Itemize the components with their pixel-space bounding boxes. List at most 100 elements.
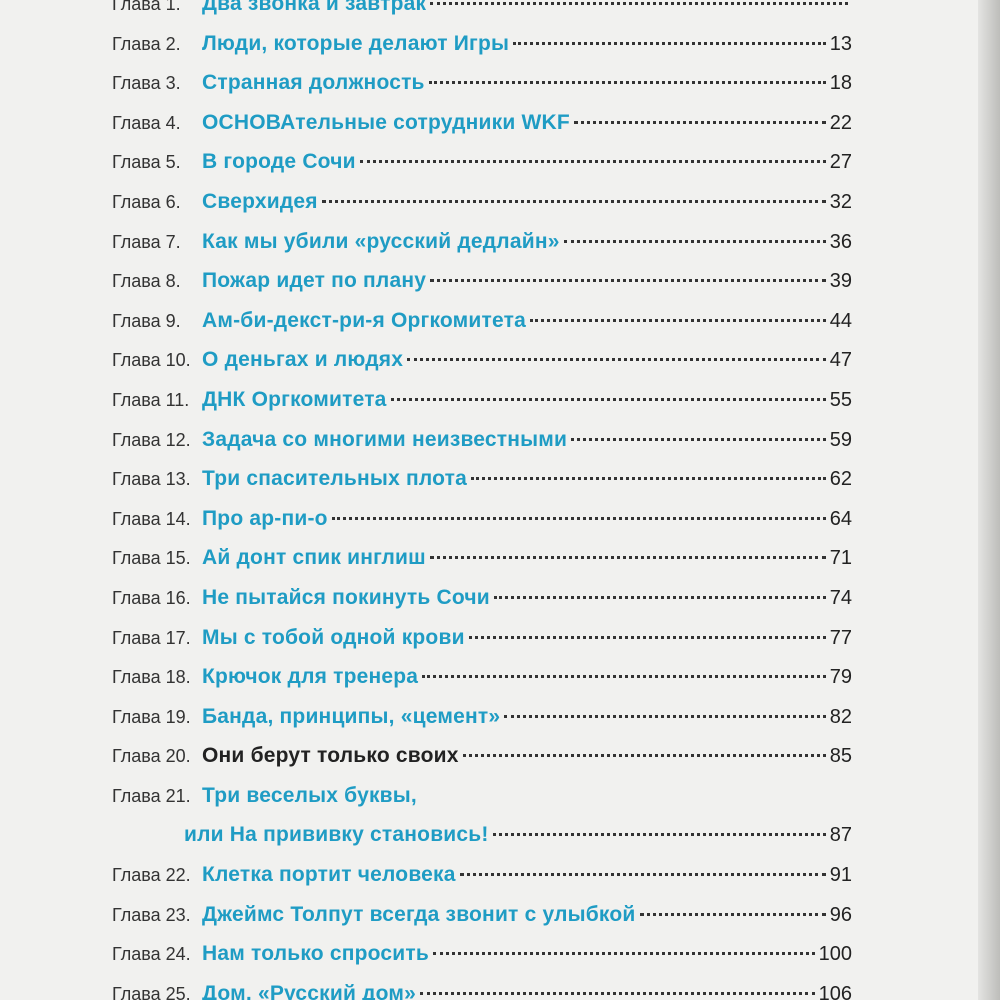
page-number: 44 (829, 309, 852, 332)
chapter-title: В городе Сочи (202, 150, 356, 174)
toc-line: или На прививку становись! 87 (112, 815, 852, 855)
chapter-label: Глава 13. (112, 469, 191, 490)
page-number: 36 (829, 230, 852, 253)
page-number: 91 (829, 864, 852, 887)
dot-leader (459, 873, 826, 877)
dot-leader (493, 595, 826, 599)
toc-line: Глава 9. Ам-би-декст-ри-я Оргкомитета 44 (112, 301, 852, 341)
chapter-title: Они берут только своих (202, 744, 459, 768)
toc-line: Глава 12. Задача со многими неизвестными 5… (112, 420, 852, 460)
chapter-label: Глава 24. (112, 944, 191, 965)
page-number: 18 (829, 72, 852, 95)
page-number: 74 (829, 586, 852, 609)
page-edge (978, 0, 1000, 1000)
page-number: 77 (829, 626, 852, 649)
chapter-label: Глава 11. (112, 389, 190, 410)
page-number: 13 (829, 32, 852, 55)
chapter-title: Задача со многими неизвестными (202, 427, 568, 451)
toc-line: Глава 2. Люди, которые делают Игры 13 (112, 24, 852, 64)
chapter-label: Глава 18. (112, 667, 191, 688)
page-number: 96 (829, 903, 852, 926)
chapter-title: Джеймс Толпут всегда звонит с улыбкой (202, 902, 636, 926)
toc-line: Глава 16. Не пытайся покинуть Сочи 74 (112, 578, 852, 618)
page-number: 32 (829, 190, 852, 213)
chapter-label: Глава 10. (112, 350, 191, 371)
chapter-title: Пожар идет по плану (202, 269, 427, 293)
toc-line: Глава 10. О деньгах и людях 47 (112, 340, 852, 380)
chapter-title: Клетка портит человека (202, 863, 456, 887)
page-number: 22 (829, 111, 852, 134)
chapter-label: Глава 21. (112, 785, 191, 806)
toc-line: Глава 15. Ай донт спик инглиш 71 (112, 538, 852, 578)
chapter-title: О деньгах и людях (202, 348, 404, 372)
chapter-label: Глава 6. (112, 191, 181, 212)
toc-line: Глава 18. Крючок для тренера 79 (112, 657, 852, 697)
chapter-label: Глава 20. (112, 746, 191, 767)
dot-leader (390, 397, 826, 401)
dot-leader (331, 516, 826, 520)
toc-line: Глава 11. ДНК Оргкомитета 55 (112, 380, 852, 420)
chapter-label: Глава 23. (112, 904, 191, 925)
chapter-title: Два звонка и завтрак (202, 0, 427, 15)
page-number: 27 (829, 151, 852, 174)
chapter-label: Глава 7. (112, 231, 181, 252)
dot-leader (433, 952, 815, 956)
chapter-label: Глава 16. (112, 587, 191, 608)
toc-line: Глава 4. ОСНОВАтельные сотрудники WKF 22 (112, 103, 852, 143)
chapter-title: Ам-би-декст-ри-я Оргкомитета (202, 308, 526, 332)
chapter-title: Люди, которые делают Игры (202, 31, 510, 55)
dot-leader (471, 477, 826, 481)
chapter-label: Глава 17. (112, 627, 191, 648)
toc-line: Глава 22. Клетка портит человека 91 (112, 855, 852, 895)
table-of-contents: Глава 1. Два звонка и завтрак Глава 2. Люди… (112, 0, 852, 1000)
toc-line: Глава 23. Джеймс Толпут всегда звонит с у… (112, 895, 852, 935)
chapter-label: Глава 19. (112, 706, 191, 727)
chapter-title: Дом, «Русский дом» (202, 981, 417, 1000)
dot-leader (420, 991, 815, 995)
page-number: 87 (829, 824, 852, 847)
chapter-title: Три веселых буквы, (202, 783, 417, 807)
page-number: 106 (818, 982, 852, 1000)
page-number: 85 (829, 745, 852, 768)
dot-leader (407, 358, 826, 362)
chapter-label: Глава 25. (112, 983, 191, 1000)
dot-leader (504, 714, 826, 718)
chapter-title: Сверхидея (202, 189, 318, 213)
dot-leader (639, 912, 826, 916)
dot-leader (563, 239, 826, 243)
page-number: 82 (829, 705, 852, 728)
chapter-label: Глава 8. (112, 271, 181, 292)
toc-line: Глава 13. Три спасительных плота 62 (112, 459, 852, 499)
toc-line: Глава 6. Сверхидея 32 (112, 182, 852, 222)
page-number: 71 (829, 547, 852, 570)
toc-line: Глава 21. Три веселых буквы, (112, 776, 852, 816)
toc-line: Глава 7. Как мы убили «русский дедлайн» 36 (112, 222, 852, 262)
chapter-label: Глава 12. (112, 429, 191, 450)
chapter-title: Не пытайся покинуть Сочи (202, 585, 490, 609)
chapter-label: Глава 14. (112, 508, 191, 529)
chapter-label: Глава 22. (112, 865, 191, 886)
dot-leader (573, 120, 826, 124)
toc-line: Глава 20. Они берут только своих 85 (112, 736, 852, 776)
dot-leader (430, 279, 826, 283)
toc-line: Глава 5. В городе Сочи 27 (112, 142, 852, 182)
chapter-label: Глава 5. (112, 152, 181, 173)
chapter-label: Глава 3. (112, 73, 181, 94)
page-number: 62 (829, 468, 852, 491)
dot-leader (468, 635, 826, 639)
chapter-label: Глава 4. (112, 112, 181, 133)
toc-line: Глава 1. Два звонка и завтрак (112, 0, 852, 24)
chapter-title: Про ар-пи-о (202, 506, 328, 530)
chapter-title: Мы с тобой одной крови (202, 625, 465, 649)
page-number: 55 (829, 388, 852, 411)
dot-leader (571, 437, 826, 441)
dot-leader (492, 833, 826, 837)
dot-leader (428, 81, 826, 85)
chapter-label: Глава 2. (112, 33, 181, 54)
page-number: 79 (829, 666, 852, 689)
dot-leader (429, 556, 826, 560)
dot-leader (359, 160, 826, 164)
dot-leader (422, 675, 826, 679)
toc-line: Глава 3. Странная должность 18 (112, 63, 852, 103)
